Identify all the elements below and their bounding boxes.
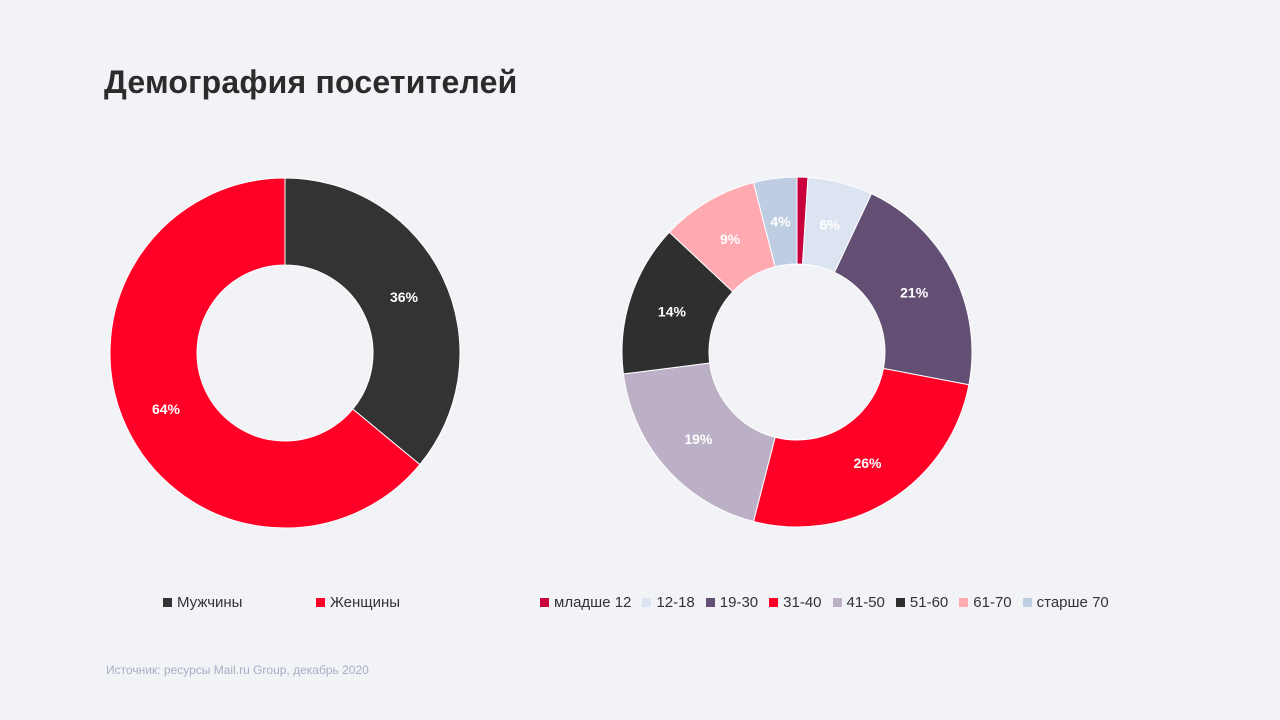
legend-swatch — [540, 597, 549, 607]
legend-item-31-40: 31-40 — [769, 593, 822, 611]
legend-swatch — [163, 597, 172, 607]
data-label-19-30: 21% — [900, 284, 929, 300]
slice-19-30 — [833, 192, 973, 386]
legend-label: 51-60 — [909, 593, 949, 611]
data-label-51-60: 14% — [658, 303, 687, 319]
legend-swatch — [832, 597, 842, 607]
legend-label: 41-50 — [846, 593, 885, 611]
slice-старше-70 — [752, 176, 798, 268]
data-label-61-70: 9% — [720, 231, 741, 247]
legend-item-61-70: 61-70 — [959, 593, 1012, 611]
age-donut-chart: 6% 21% 26% 19% 14% 9% 4% — [621, 176, 973, 528]
legend-item-женщины: Женщины — [316, 594, 469, 611]
data-label-старше-70: 4% — [770, 214, 791, 230]
legend-item-51-60: 51-60 — [895, 593, 949, 611]
slice-41-50 — [622, 362, 776, 523]
legend-swatch — [769, 597, 779, 607]
slice-женщины — [109, 177, 421, 529]
legend-label: 19-30 — [719, 593, 759, 611]
legend-item-41-50: 41-50 — [832, 593, 885, 611]
source-note: Источник: ресурсы Mail.ru Group, декабрь… — [106, 663, 369, 677]
legend-item-19-30: 19-30 — [705, 593, 759, 611]
age-legend: младше 12 12-18 19-30 31-40 41-50 51-60 61-70 с… — [540, 592, 1120, 612]
legend-swatch — [316, 597, 325, 607]
gender-donut-chart: 36% 64% — [109, 177, 461, 529]
legend-label: 31-40 — [783, 593, 822, 611]
legend-swatch — [959, 597, 969, 607]
legend-item-мужчины: Мужчины — [163, 594, 316, 611]
legend-label: старше 70 — [1036, 593, 1109, 611]
page-title: Демография посетителей — [104, 64, 518, 100]
legend-item-старше-70: старше 70 — [1022, 593, 1109, 611]
legend-swatch — [705, 597, 715, 607]
data-label-женщины: 64% — [152, 401, 181, 417]
legend-swatch — [1022, 597, 1032, 607]
legend-item-младше-12: младше 12 — [540, 594, 631, 611]
legend-swatch — [642, 597, 652, 607]
legend-item-12-18: 12-18 — [642, 593, 695, 611]
data-label-мужчины: 36% — [390, 289, 419, 305]
slice-31-40 — [752, 367, 970, 528]
legend-label: 61-70 — [973, 593, 1012, 611]
slice-мужчины — [284, 177, 461, 466]
gender-legend: Мужчины Женщины — [163, 592, 469, 612]
legend-label: 12-18 — [656, 593, 695, 611]
data-label-12-18: 6% — [820, 217, 841, 233]
legend-label: Мужчины — [177, 593, 243, 611]
legend-swatch — [895, 597, 905, 607]
data-label-31-40: 26% — [853, 455, 882, 471]
legend-label: младше 12 — [554, 593, 632, 611]
legend-label: Женщины — [330, 593, 401, 611]
data-label-41-50: 19% — [684, 431, 713, 447]
